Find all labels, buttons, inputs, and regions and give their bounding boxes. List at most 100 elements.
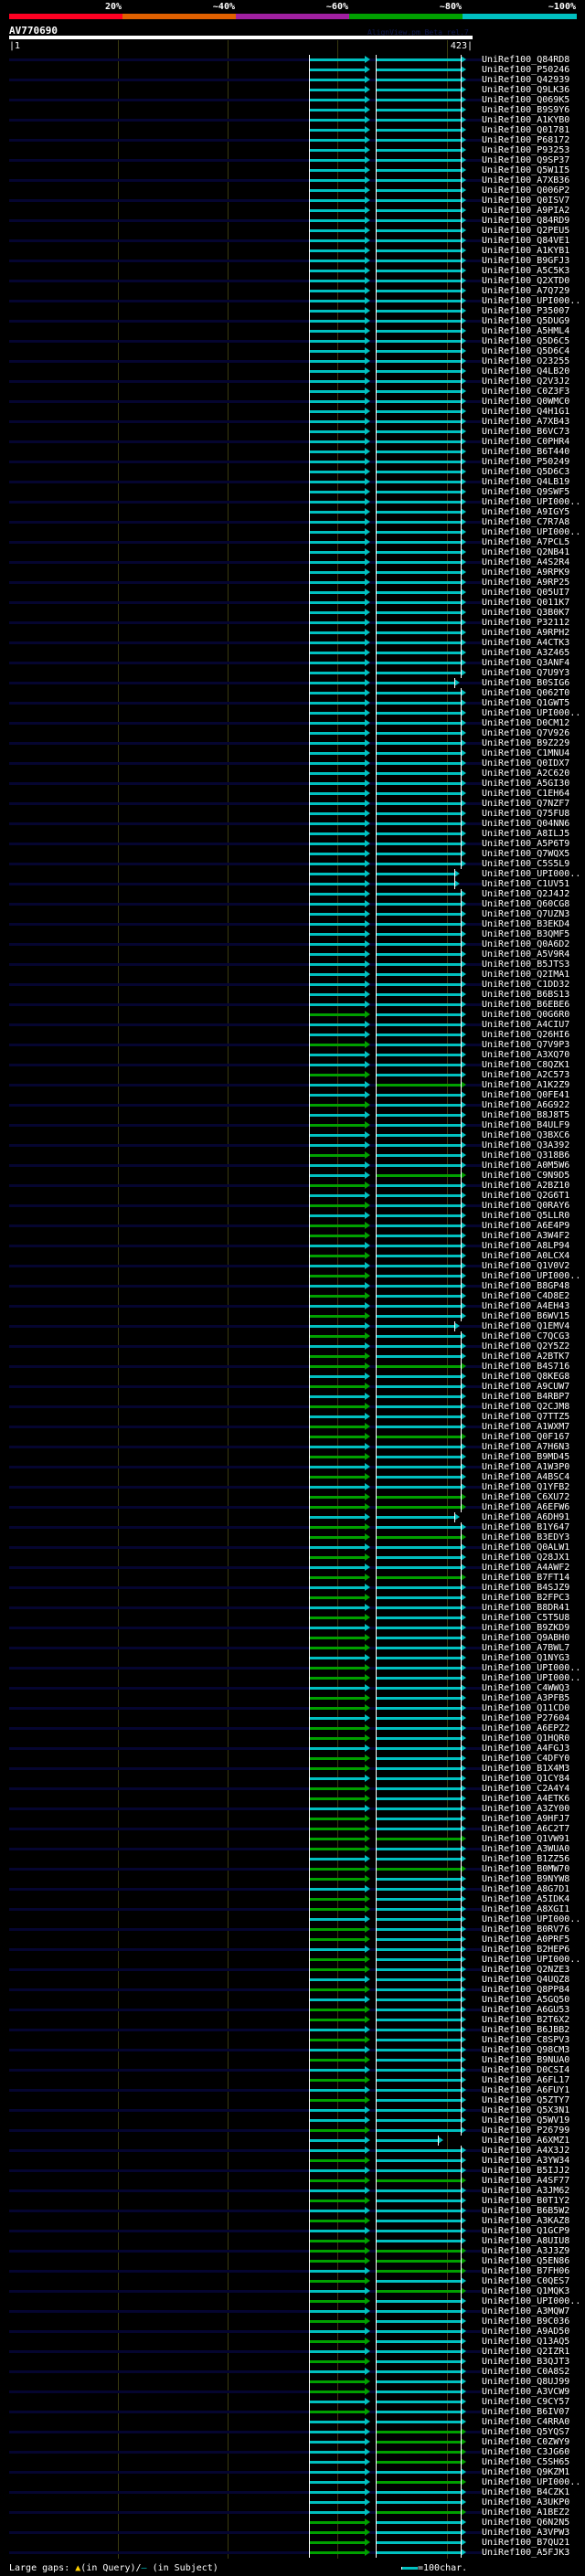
alignment-row[interactable]: UniRef100_A3VPW3 [0,2528,585,2538]
alignment-row[interactable]: UniRef100_A3KAZ8 [0,2216,585,2226]
hit-label[interactable]: UniRef100_A9RP25 [482,578,570,588]
alignment-row[interactable]: UniRef100_A2C620 [0,769,585,779]
hit-segment-2[interactable] [377,1124,461,1127]
hit-label[interactable]: UniRef100_Q2PEU5 [482,226,570,236]
hit-label[interactable]: UniRef100_C4DFY0 [482,1754,570,1764]
alignment-row[interactable]: UniRef100_Q9KZM1 [0,2467,585,2477]
hit-segment-2[interactable] [377,2240,461,2242]
hit-segment-1[interactable] [310,2360,365,2363]
hit-label[interactable]: UniRef100_Q5DUG9 [482,316,570,326]
alignment-row[interactable]: UniRef100_Q8KEG8 [0,1372,585,1382]
hit-label[interactable]: UniRef100_Q11CD0 [482,1703,570,1713]
hit-label[interactable]: UniRef100_C1EH64 [482,789,570,799]
hit-label[interactable]: UniRef100_B6EBE6 [482,1000,570,1010]
alignment-row[interactable]: UniRef100_C1MNU4 [0,748,585,758]
hit-segment-2[interactable] [377,903,461,906]
alignment-row[interactable]: UniRef100_Q5WV19 [0,2115,585,2125]
hit-label[interactable]: UniRef100_UPI000.. [482,296,581,306]
hit-segment-2[interactable] [377,2461,461,2464]
hit-label[interactable]: UniRef100_A2BZ10 [482,1181,570,1191]
alignment-row[interactable]: UniRef100_Q7UZN3 [0,909,585,919]
hit-segment-1[interactable] [310,802,365,805]
hit-segment-1[interactable] [310,822,365,825]
hit-label[interactable]: UniRef100_B7QU21 [482,2538,570,2548]
hit-segment-2[interactable] [377,2270,461,2273]
alignment-row[interactable]: UniRef100_B4S716 [0,1362,585,1372]
hit-segment-1[interactable] [310,1265,365,1267]
alignment-row[interactable]: UniRef100_A4X3J2 [0,2146,585,2156]
hit-label[interactable]: UniRef100_B3EDY3 [482,1532,570,1542]
hit-label[interactable]: UniRef100_B6B5W2 [482,2206,570,2216]
hit-segment-1[interactable] [310,2069,365,2072]
alignment-row[interactable]: UniRef100_A5V9R4 [0,949,585,959]
hit-label[interactable]: UniRef100_Q4UQZ8 [482,1975,570,1985]
hit-segment-2[interactable] [377,1908,461,1911]
hit-segment-2[interactable] [377,119,461,122]
hit-label[interactable]: UniRef100_P50246 [482,65,570,75]
alignment-row[interactable]: UniRef100_D0CM12 [0,718,585,728]
alignment-row[interactable]: UniRef100_B2FPC3 [0,1593,585,1603]
alignment-row[interactable]: UniRef100_A7XB43 [0,417,585,427]
hit-segment-1[interactable] [310,2280,365,2283]
alignment-row[interactable]: UniRef100_Q5YQS7 [0,2427,585,2437]
hit-label[interactable]: UniRef100_Q04NN6 [482,819,570,829]
hit-label[interactable]: UniRef100_A7XB43 [482,417,570,427]
hit-segment-1[interactable] [310,471,365,473]
hit-segment-1[interactable] [310,79,365,81]
alignment-row[interactable]: UniRef100_C9CY57 [0,2397,585,2407]
hit-segment-1[interactable] [310,1637,365,1639]
alignment-row[interactable]: UniRef100_A6C2T7 [0,1824,585,1834]
hit-segment-2[interactable] [377,99,461,101]
alignment-row[interactable]: UniRef100_B5JTS3 [0,959,585,970]
hit-segment-1[interactable] [310,1797,365,1800]
hit-segment-2[interactable] [377,2129,461,2132]
hit-segment-2[interactable] [377,1385,461,1388]
hit-segment-1[interactable] [310,270,365,272]
hit-segment-2[interactable] [377,2481,461,2484]
hit-label[interactable]: UniRef100_A5C5K3 [482,266,570,276]
alignment-row[interactable]: UniRef100_A1KYB1 [0,246,585,256]
hit-segment-2[interactable] [377,1606,461,1609]
hit-label[interactable]: UniRef100_Q98CM3 [482,2045,570,2055]
hit-label[interactable]: UniRef100_B5IJJ2 [482,2166,570,2176]
hit-segment-2[interactable] [377,631,461,634]
hit-label[interactable]: UniRef100_B0T1Y2 [482,2196,570,2206]
hit-label[interactable]: UniRef100_B6VC73 [482,427,570,437]
alignment-row[interactable]: UniRef100_B6B5W2 [0,2206,585,2216]
hit-label[interactable]: UniRef100_Q2CJM8 [482,1402,570,1412]
hit-segment-1[interactable] [310,611,365,614]
alignment-row[interactable]: UniRef100_A6GU53 [0,2005,585,2015]
hit-segment-2[interactable] [377,109,461,111]
alignment-row[interactable]: UniRef100_A5GI30 [0,779,585,789]
hit-segment-1[interactable] [310,2411,365,2413]
hit-segment-2[interactable] [377,1596,461,1599]
hit-segment-2[interactable] [377,641,461,644]
alignment-row[interactable]: UniRef100_C0QES7 [0,2276,585,2286]
hit-segment-2[interactable] [377,1677,461,1680]
hit-segment-2[interactable] [377,2551,461,2554]
hit-segment-2[interactable] [377,1415,461,1418]
hit-label[interactable]: UniRef100_Q0ALW1 [482,1542,570,1553]
alignment-row[interactable]: UniRef100_B1X4M3 [0,1764,585,1774]
alignment-row[interactable]: UniRef100_A3JM62 [0,2186,585,2196]
hit-segment-1[interactable] [310,2491,365,2494]
alignment-row[interactable]: UniRef100_B3EDY3 [0,1532,585,1542]
hit-segment-1[interactable] [310,1506,365,1509]
hit-label[interactable]: UniRef100_Q8KEG8 [482,1372,570,1382]
hit-label[interactable]: UniRef100_Q5D6C3 [482,467,570,477]
hit-segment-1[interactable] [310,2139,365,2142]
hit-label[interactable]: UniRef100_Q318B6 [482,1150,570,1161]
alignment-row[interactable]: UniRef100_A8LP94 [0,1241,585,1251]
hit-segment-1[interactable] [310,1727,365,1730]
alignment-row[interactable]: UniRef100_A4EH43 [0,1301,585,1311]
hit-segment-2[interactable] [377,692,461,694]
hit-segment-1[interactable] [310,2159,365,2162]
alignment-row[interactable]: UniRef100_B9ZKD9 [0,1623,585,1633]
hit-segment-2[interactable] [377,1617,461,1619]
alignment-row[interactable]: UniRef100_A5GQ50 [0,1995,585,2005]
hit-segment-2[interactable] [377,652,461,654]
alignment-row[interactable]: UniRef100_Q84VE1 [0,236,585,246]
hit-label[interactable]: UniRef100_Q5WV19 [482,2115,570,2125]
alignment-row[interactable]: UniRef100_C1DD32 [0,980,585,990]
hit-segment-1[interactable] [310,2270,365,2273]
